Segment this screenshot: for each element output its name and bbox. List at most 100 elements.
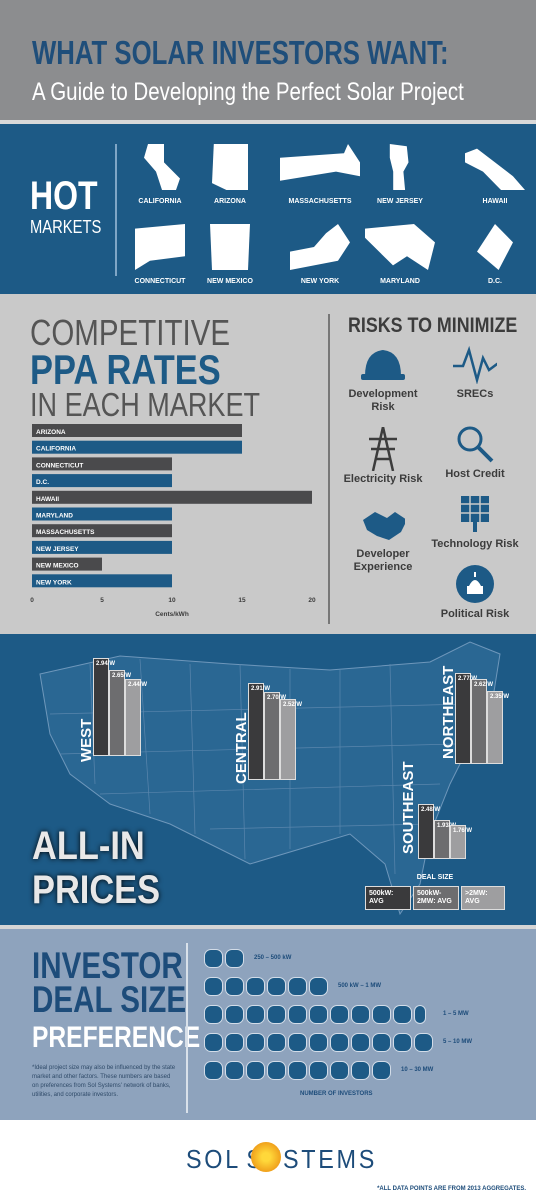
ppa-bar-label: D.C. — [36, 479, 49, 486]
ppa-bar-label: CONNECTICUT — [36, 462, 83, 469]
ppa-title-line2: PPA RATES — [30, 346, 221, 393]
investor-pill — [372, 1061, 391, 1080]
all-in-title-line1: ALL-IN — [32, 824, 145, 868]
power-tower-icon — [361, 427, 405, 471]
state-label: CONNECTICUT — [134, 278, 186, 285]
legend-key: 500kW: AVG — [365, 886, 411, 910]
ppa-bar-label: MARYLAND — [36, 513, 73, 520]
investor-pill — [204, 977, 223, 996]
investor-pill — [309, 1033, 328, 1052]
state-shape — [389, 144, 409, 190]
price-bar-label: 2.91/W — [251, 685, 271, 692]
investor-pill — [225, 1061, 244, 1080]
deal-row-label: 1 – 5 MW — [443, 1011, 469, 1017]
state-label: ARIZONA — [214, 198, 246, 205]
hot-markets-subtitle: MARKETS — [30, 217, 102, 237]
footer-note: *ALL DATA POINTS ARE FROM 2013 AGGREGATE… — [377, 1186, 526, 1192]
investor-pill — [204, 949, 223, 968]
legend-key: 500kW-2MW: AVG — [413, 886, 459, 910]
investor-pill — [204, 1033, 223, 1052]
ppa-bar-label: NEW JERSEY — [36, 546, 79, 553]
header: WHAT SOLAR INVESTORS WANT: A Guide to De… — [0, 0, 536, 120]
investor-pill — [267, 1005, 286, 1024]
ppa-bar-new-mexico — [32, 557, 102, 571]
risk-label: Political Risk — [440, 608, 510, 620]
state-label: CALIFORNIA — [138, 198, 182, 205]
ppa-bar-massachusetts — [32, 524, 172, 538]
state-shape — [365, 224, 435, 270]
price-bar-central: 2.70/W — [264, 691, 286, 780]
price-bar-northeast: 2.62/W — [471, 679, 493, 764]
investor-pill — [288, 1005, 307, 1024]
investor-pill — [267, 977, 286, 996]
all-in-title-line2: PRICES — [32, 868, 161, 912]
risk-item-capitol: Political Risk — [430, 564, 520, 621]
price-bar-southeast: 1.76/W — [450, 824, 472, 859]
state-d-c-: D.C. — [455, 224, 535, 285]
price-bar-label: 2.52/W — [283, 702, 303, 709]
ppa-bar-arizona — [32, 424, 242, 437]
investor-pill — [414, 1005, 426, 1024]
deal-title-line1: INVESTOR — [32, 945, 183, 986]
ppa-bar-new-jersey — [32, 540, 172, 554]
ppa-bar-label: NEW YORK — [36, 579, 72, 586]
investor-pill — [393, 1033, 412, 1052]
ppa-title-line3: IN EACH MARKET — [30, 386, 261, 423]
risk-item-pulse: SRECs — [430, 344, 520, 401]
investor-pill — [246, 1033, 265, 1052]
investor-pill — [414, 1033, 433, 1052]
investor-pill — [288, 977, 307, 996]
footer: SOL SYSTEMS *ALL DATA POINTS ARE FROM 201… — [0, 1120, 536, 1200]
logo-text-left: SOL — [186, 1144, 241, 1174]
state-label: NEW JERSEY — [377, 198, 423, 205]
ppa-bar-new-york — [32, 574, 172, 588]
deal-title-line3: PREFERENCE — [32, 1021, 201, 1054]
region-label-southeast: SOUTHEAST — [400, 761, 417, 854]
risk-label: Developer Experience — [353, 548, 413, 573]
risk-item-solar-panel: Technology Risk — [430, 494, 520, 551]
state-shape — [144, 144, 180, 190]
state-label: MARYLAND — [380, 278, 420, 285]
deal-row-label: 10 – 30 MW — [401, 1067, 434, 1073]
risk-item-handshake: Developer Experience — [338, 504, 428, 574]
region-label-northeast: NORTHEAST — [440, 665, 457, 759]
risk-label: Electricity Risk — [343, 473, 423, 485]
state-massachusetts: MASSACHUSETTS — [280, 144, 360, 205]
investor-pill — [288, 1061, 307, 1080]
deal-xlabel: NUMBER OF INVESTORS — [300, 1091, 373, 1097]
ppa-bar-maryland — [32, 507, 172, 521]
risks-title: RISKS TO MINIMIZE — [348, 314, 518, 337]
investor-pill — [288, 1033, 307, 1052]
state-hawaii: HAWAII — [455, 144, 535, 205]
ppa-bar-california — [32, 440, 242, 454]
state-shape — [135, 224, 185, 270]
hardhat-icon — [361, 344, 405, 384]
price-bar-central: 2.91/W — [248, 682, 270, 780]
ppa-bar-label: MASSACHUSETTS — [36, 529, 95, 536]
risk-item-power-tower: Electricity Risk — [338, 427, 428, 486]
ppa-bar-label: NEW MEXICO — [36, 563, 79, 570]
capitol-icon — [453, 564, 497, 604]
solar-panel-icon — [453, 494, 497, 534]
hot-markets-title: HOT — [30, 174, 98, 218]
investor-pill — [246, 1061, 265, 1080]
price-bar-label: 2.35/W — [490, 693, 510, 700]
handshake-icon — [361, 504, 405, 544]
price-bar-central: 2.52/W — [280, 699, 302, 780]
price-bar-southeast: 1.93/W — [434, 819, 456, 859]
legend-title: DEAL SIZE — [416, 874, 454, 881]
investor-pill — [309, 1005, 328, 1024]
state-new-york: NEW YORK — [280, 224, 360, 285]
ppa-bar-chart: ARIZONA CALIFORNIA CONNECTICUT D.C. HAWAII MA… — [30, 424, 316, 618]
investor-pill — [225, 1033, 244, 1052]
price-bar-label: 2.65/W — [112, 672, 132, 679]
deal-size-legend: DEAL SIZE 500kW: AVG 500kW-2MW: AVG >2MW: … — [365, 874, 505, 912]
ppa-bar-label: HAWAII — [36, 496, 59, 503]
price-bar-label: 1.93/W — [437, 822, 457, 829]
state-arizona: ARIZONA — [190, 144, 270, 205]
ppa-section: COMPETITIVE PPA RATES IN EACH MARKET ARI… — [0, 290, 536, 630]
price-bar-southeast: 2.48/W — [418, 803, 440, 859]
risk-item-hardhat: Development Risk — [338, 344, 428, 414]
ppa-bar-label: CALIFORNIA — [36, 446, 76, 453]
state-shape — [212, 144, 248, 190]
